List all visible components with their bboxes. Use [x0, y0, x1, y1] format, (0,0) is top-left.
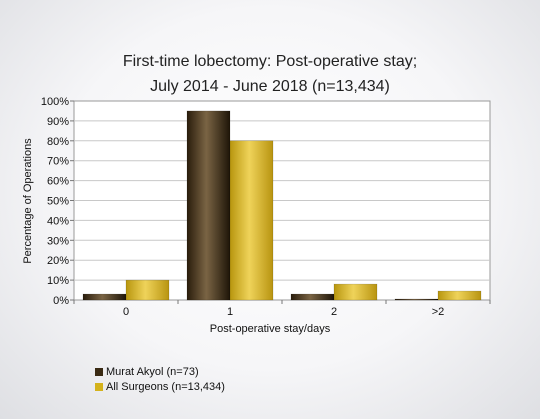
x-tick-label: >2	[432, 306, 445, 318]
x-axis-label: Post-operative stay/days	[210, 323, 331, 335]
bar-all-surgeons-1	[229, 140, 274, 301]
x-tick-label: 0	[123, 306, 129, 318]
y-axis-label: Percentage of Operations	[22, 138, 34, 264]
legend-label-series-1: Murat Akyol (n=73)	[106, 365, 199, 378]
bar-murat-akyol-2	[290, 293, 335, 301]
y-tick-label: 60%	[47, 176, 69, 188]
bar-murat-akyol-1	[186, 110, 231, 301]
y-tick-label: 0%	[53, 295, 69, 307]
bar-murat-akyol-0	[82, 293, 127, 301]
y-tick-label: 10%	[47, 275, 69, 287]
y-tick-label: 20%	[47, 255, 69, 267]
y-axis-ticks: 0% 10% 20% 30% 40% 50% 60% 70% 80% 90% 100%	[41, 96, 74, 307]
x-tick-label: 2	[331, 306, 337, 318]
legend: Murat Akyol (n=73) All Surgeons (n=13,43…	[95, 364, 225, 394]
bar-murat-akyol-3	[394, 298, 439, 301]
x-axis-ticks: 0 1 2 >2	[73, 300, 491, 318]
legend-label-series-2: All Surgeons (n=13,434)	[106, 380, 225, 393]
legend-swatch-series-1	[95, 367, 103, 376]
legend-swatch-series-2	[95, 382, 103, 391]
y-tick-label: 80%	[47, 136, 69, 148]
x-tick-label: 1	[227, 306, 233, 318]
chart-title-line-1: First-time lobectomy: Post-operative sta…	[123, 53, 417, 70]
y-tick-label: 30%	[47, 235, 69, 247]
bar-all-surgeons-2	[333, 283, 378, 301]
bar-all-surgeons-3	[437, 290, 482, 301]
y-tick-label: 40%	[47, 215, 69, 227]
bar-all-surgeons-0	[125, 279, 170, 301]
chart-title-line-2: July 2014 - June 2018 (n=13,434)	[150, 78, 390, 95]
y-tick-label: 90%	[47, 116, 69, 128]
bars	[82, 110, 482, 301]
legend-item-series-1: Murat Akyol (n=73)	[95, 364, 225, 379]
y-tick-label: 100%	[41, 96, 69, 108]
y-tick-label: 50%	[47, 196, 69, 208]
y-tick-label: 70%	[47, 156, 69, 168]
legend-item-series-2: All Surgeons (n=13,434)	[95, 379, 225, 394]
